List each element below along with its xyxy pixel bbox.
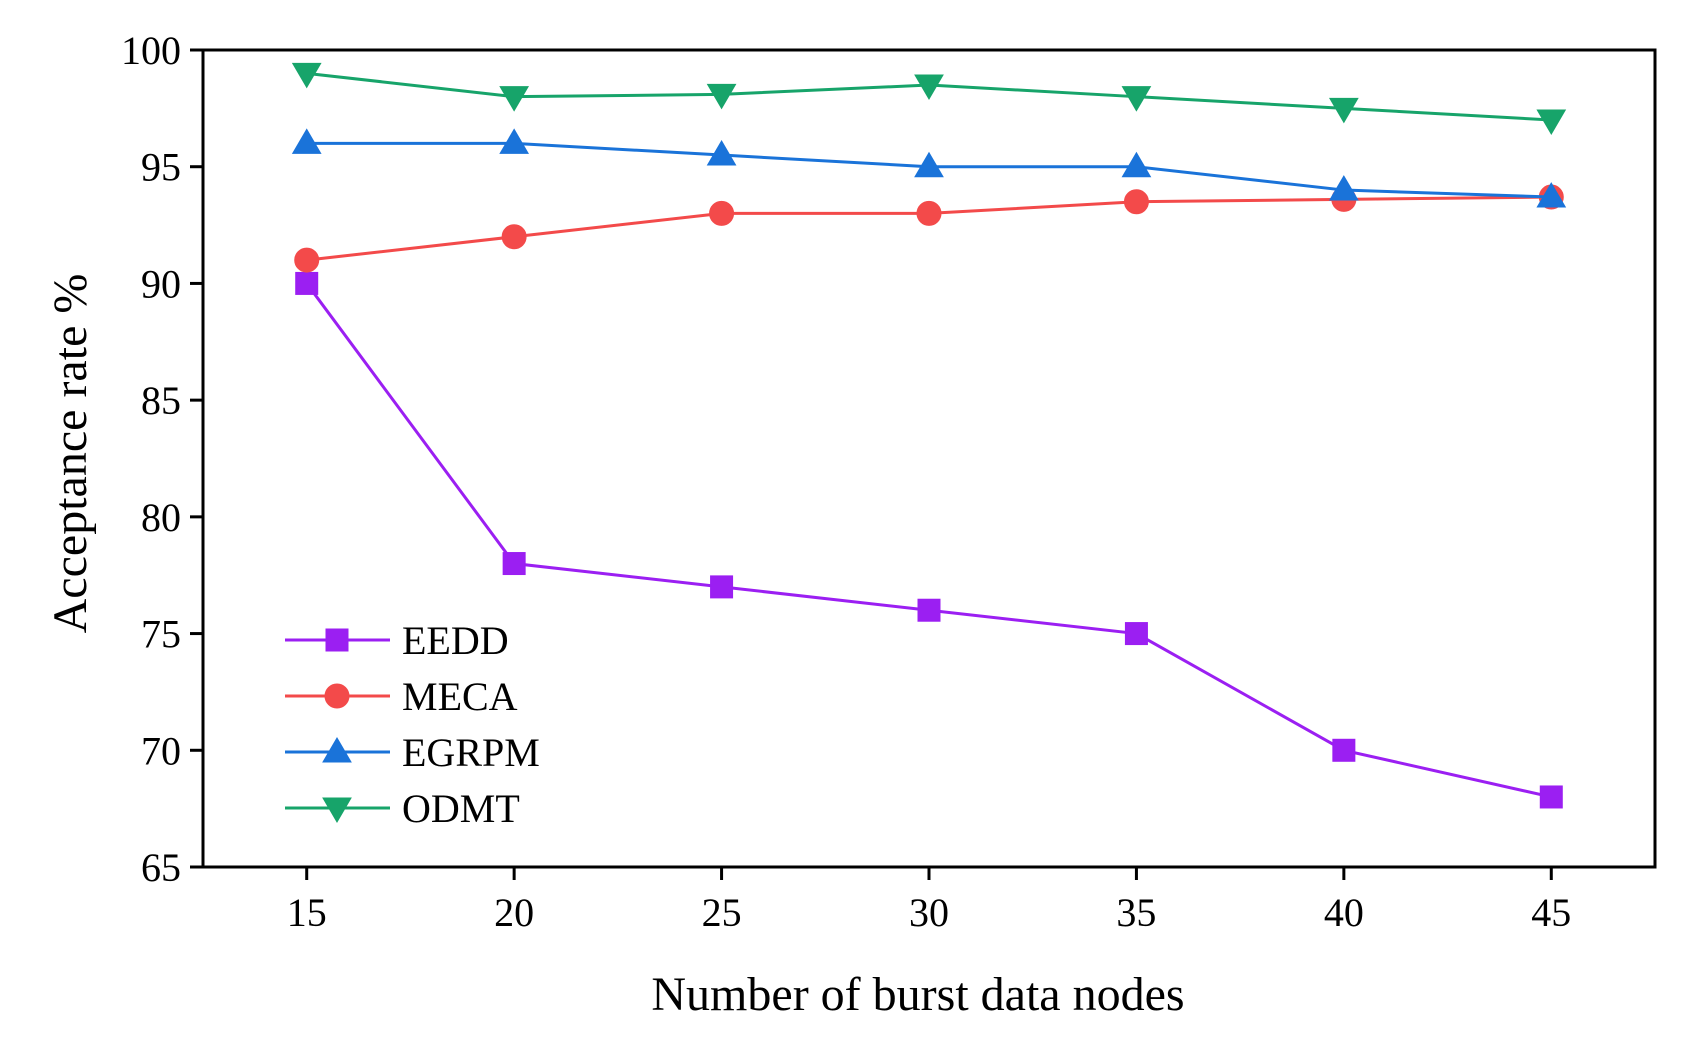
data-point-odmt [914, 74, 944, 101]
data-point-eedd [1124, 622, 1148, 646]
data-point-odmt [1536, 109, 1567, 136]
data-point-meca [501, 224, 527, 250]
legend-item-odmt: ODMT [285, 786, 520, 831]
x-axis-title: Number of burst data nodes [651, 968, 1184, 1021]
data-point-eedd [1332, 738, 1356, 762]
data-point-egrpm [291, 128, 322, 154]
legend-marker-meca [324, 683, 350, 709]
data-point-egrpm [914, 151, 944, 178]
data-point-eedd [295, 271, 319, 295]
x-tick-label: 40 [1324, 890, 1364, 935]
legend-item-egrpm: EGRPM [285, 730, 540, 775]
legend-marker-odmt [322, 797, 352, 823]
legend-marker-eedd [325, 628, 349, 652]
legend-item-eedd: EEDD [285, 618, 509, 663]
x-tick-label: 20 [494, 890, 534, 935]
data-point-eedd [1539, 785, 1563, 809]
data-point-odmt [291, 62, 322, 89]
data-point-egrpm [499, 128, 530, 154]
series-line-eedd [305, 282, 1552, 799]
y-tick-label: 70 [141, 728, 181, 773]
data-point-egrpm [1536, 182, 1567, 208]
legend-item-meca: MECA [285, 674, 518, 719]
data-point-eedd [502, 552, 526, 576]
y-tick-label: 75 [141, 612, 181, 657]
series-eedd [295, 271, 1563, 809]
series-egrpm [291, 128, 1567, 208]
data-point-meca [294, 247, 320, 273]
y-tick-label: 65 [141, 845, 181, 890]
y-tick-label: 90 [141, 261, 181, 306]
x-tick-label: 30 [909, 890, 949, 935]
legend: EEDD MECA EGRPM ODMT [285, 618, 540, 831]
data-point-odmt [1121, 86, 1152, 112]
x-tick-label: 35 [1116, 890, 1156, 935]
data-point-meca [1123, 189, 1149, 215]
legend-label-odmt: ODMT [402, 786, 520, 831]
series-odmt [291, 62, 1567, 136]
series-meca [294, 184, 1564, 273]
data-point-egrpm [706, 140, 737, 166]
data-point-meca [916, 200, 942, 226]
data-point-odmt [706, 83, 737, 110]
x-tick-label: 15 [287, 890, 327, 935]
data-point-odmt [1328, 97, 1359, 124]
y-tick-label: 85 [141, 378, 181, 423]
data-point-egrpm [1121, 151, 1152, 178]
data-point-eedd [917, 598, 941, 622]
y-axis-title: Acceptance rate % [44, 274, 97, 634]
data-point-egrpm [1328, 175, 1359, 201]
x-tick-label: 25 [702, 890, 742, 935]
legend-marker-egrpm [322, 737, 352, 763]
data-point-odmt [499, 86, 530, 112]
y-tick-label: 95 [141, 145, 181, 190]
y-tick-label: 80 [141, 495, 181, 540]
legend-label-egrpm: EGRPM [402, 730, 540, 775]
legend-label-eedd: EEDD [402, 618, 509, 663]
data-point-meca [709, 200, 735, 226]
y-tick-label: 100 [121, 28, 181, 73]
legend-label-meca: MECA [402, 674, 518, 719]
data-point-eedd [710, 575, 734, 599]
x-tick-label: 45 [1531, 890, 1571, 935]
